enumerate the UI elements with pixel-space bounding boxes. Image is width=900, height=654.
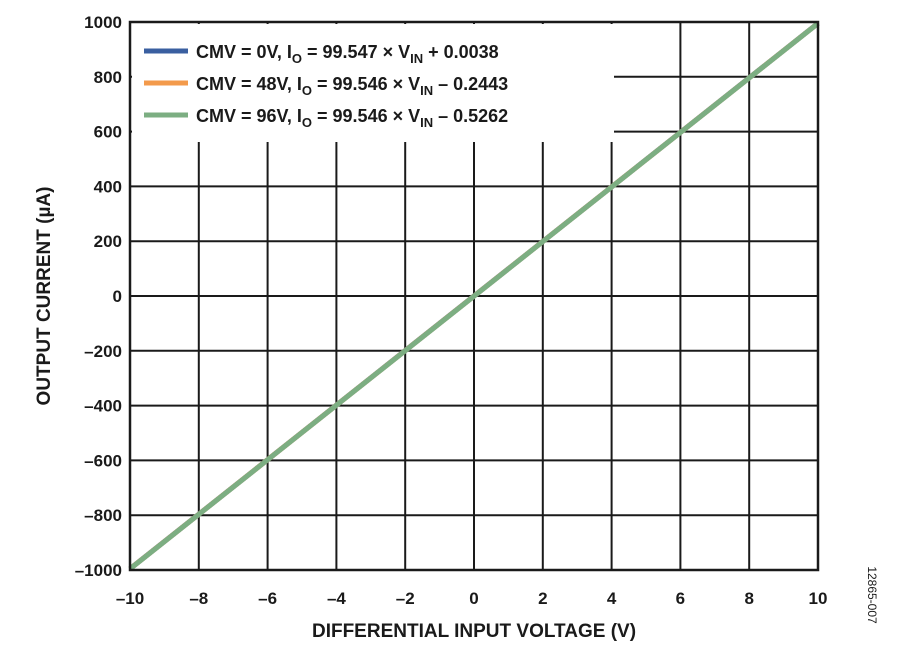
x-tick-label: 8 bbox=[744, 589, 753, 608]
series-lines bbox=[128, 21, 820, 571]
legend: CMV = 0V, IO = 99.547 × VIN + 0.0038 CMV … bbox=[144, 42, 508, 130]
y-tick-label: –600 bbox=[84, 451, 122, 470]
y-tick-label: 600 bbox=[94, 123, 122, 142]
x-tick-label: 6 bbox=[676, 589, 685, 608]
y-tick-label: 1000 bbox=[84, 13, 122, 32]
figure-id: 12865-007 bbox=[865, 566, 879, 624]
x-tick-label: 4 bbox=[607, 589, 617, 608]
series-line-2 bbox=[128, 21, 820, 571]
x-tick-labels: –10 –8 –6 –4 –2 0 2 4 6 8 10 bbox=[116, 589, 828, 608]
x-tick-label: –6 bbox=[258, 589, 277, 608]
y-tick-label: 0 bbox=[113, 287, 122, 306]
y-tick-label: 200 bbox=[94, 232, 122, 251]
x-tick-label: 10 bbox=[809, 589, 828, 608]
y-tick-label: –200 bbox=[84, 342, 122, 361]
x-tick-label: 0 bbox=[469, 589, 478, 608]
x-axis-label: DIFFERENTIAL INPUT VOLTAGE (V) bbox=[312, 621, 636, 642]
x-tick-label: –4 bbox=[327, 589, 346, 608]
x-tick-label: –10 bbox=[116, 589, 144, 608]
y-axis-label: OUTPUT CURRENT (µA) bbox=[34, 187, 55, 406]
legend-label-1: CMV = 48V, IO = 99.546 × VIN – 0.2443 bbox=[196, 74, 508, 98]
plot-frame bbox=[128, 20, 820, 572]
legend-label-0: CMV = 0V, IO = 99.547 × VIN + 0.0038 bbox=[196, 42, 499, 66]
y-tick-labels: –1000 –800 –600 –400 –200 0 200 400 600 800 1000 bbox=[75, 13, 122, 580]
x-tick-label: 2 bbox=[538, 589, 547, 608]
y-tick-label: 400 bbox=[94, 177, 122, 196]
x-tick-label: –8 bbox=[189, 589, 208, 608]
x-tick-label: –2 bbox=[396, 589, 415, 608]
legend-background bbox=[132, 24, 614, 142]
y-tick-label: –800 bbox=[84, 506, 122, 525]
y-tick-label: 800 bbox=[94, 68, 122, 87]
y-tick-label: –1000 bbox=[75, 561, 122, 580]
y-tick-label: –400 bbox=[84, 397, 122, 416]
legend-label-2: CMV = 96V, IO = 99.546 × VIN – 0.5262 bbox=[196, 106, 508, 130]
